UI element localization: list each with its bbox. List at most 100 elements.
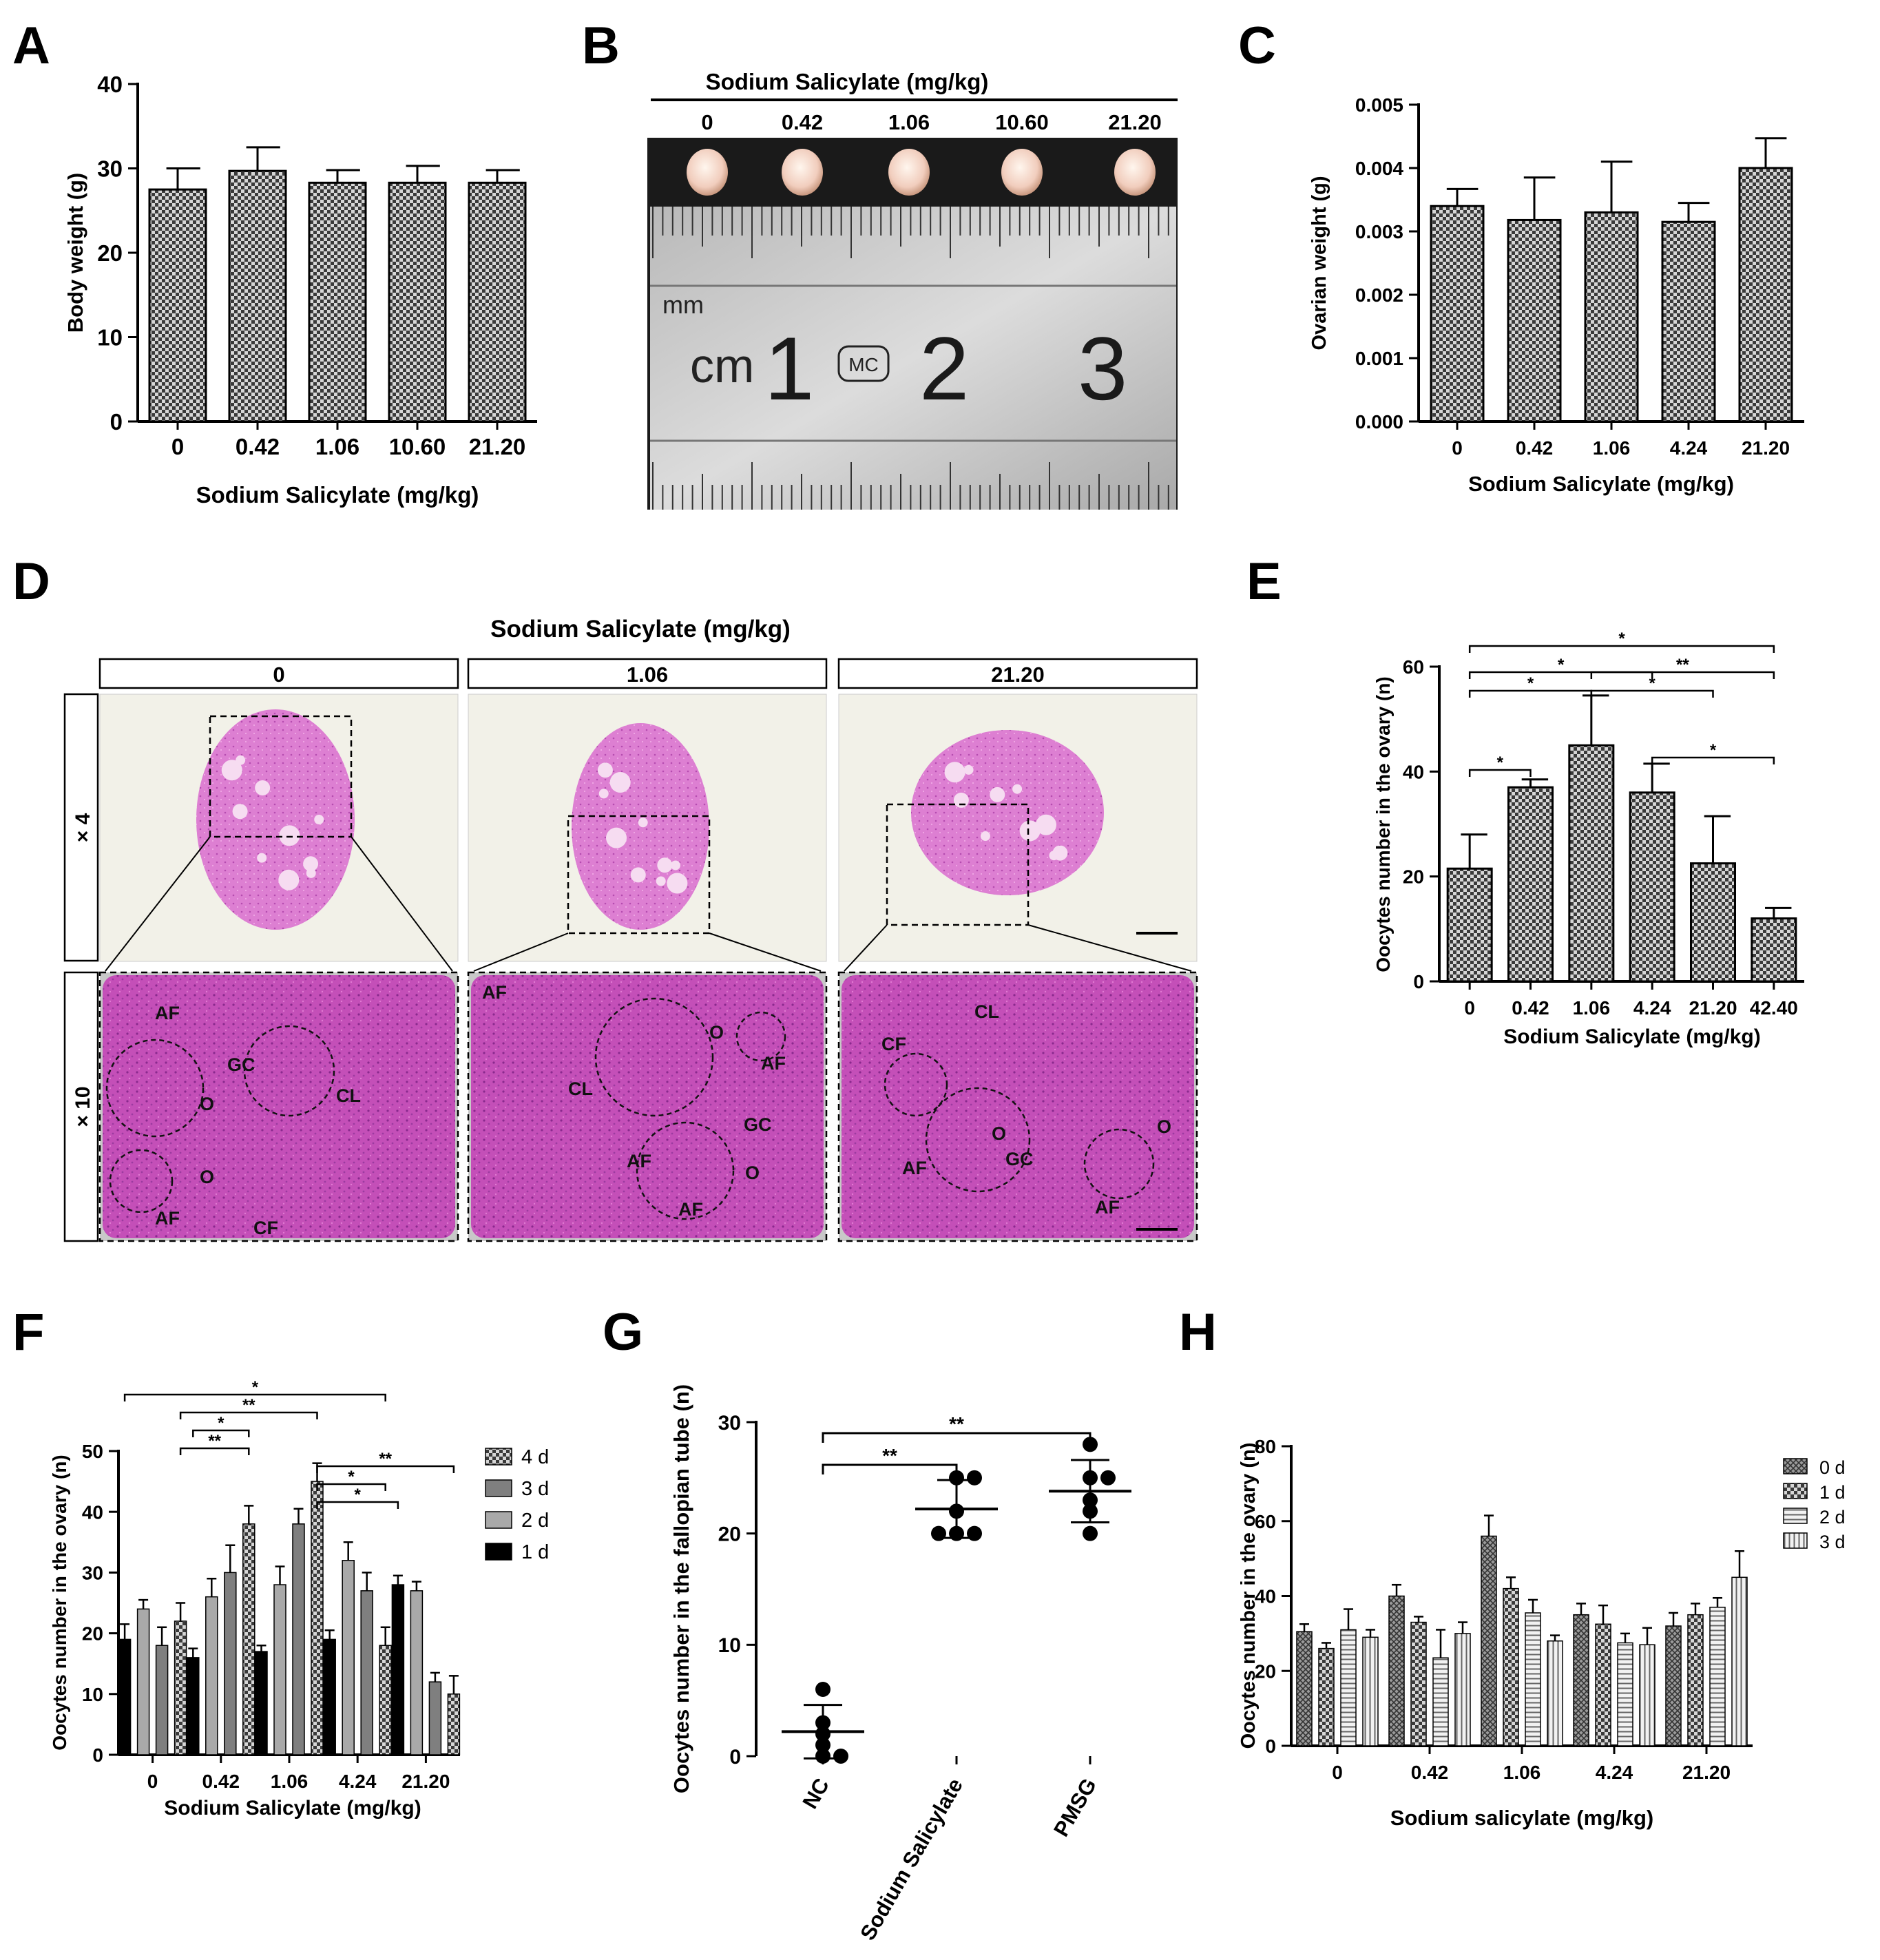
follicle [314, 815, 324, 824]
zoom-line [844, 924, 888, 972]
follicle-outline [735, 1011, 786, 1062]
histology-label-cl: CL [568, 1078, 593, 1099]
chart-g-point [1083, 1525, 1098, 1541]
chart-e-x-tick-label: 42.40 [1750, 997, 1798, 1019]
chart-f-y-tick-label: 40 [82, 1501, 103, 1523]
follicle [953, 792, 969, 808]
chart-c-y-tick-label: 0.004 [1355, 158, 1403, 179]
chart-f-sig-bracket [179, 1411, 318, 1419]
chart-e-x-tick-label: 0.42 [1512, 997, 1549, 1019]
chart-f-legend-swatch [485, 1511, 512, 1529]
chart-g-y-tick-label: 0 [729, 1746, 741, 1769]
chart-e-sig-label: * [1527, 674, 1534, 693]
chart-h-bar [1318, 1647, 1335, 1747]
chart-f-bar [342, 1560, 355, 1755]
chart-e-y-label: Oocytes number in the ovary (n) [1372, 676, 1394, 972]
chart-f-bar [136, 1608, 150, 1755]
chart-h-bar [1731, 1576, 1748, 1747]
chart-h-y-tick-label: 60 [1255, 1511, 1276, 1532]
histology-col-label-1: 1.06 [627, 663, 668, 687]
chart-f-bar [292, 1523, 305, 1755]
chart-f-sig-label: * [252, 1378, 259, 1397]
chart-f-x-tick-label: 21.20 [401, 1771, 450, 1792]
panel-label-g: G [603, 1303, 643, 1362]
chart-h-bar [1454, 1633, 1471, 1747]
zoom-line [351, 836, 453, 972]
chart-f-bar [205, 1596, 218, 1755]
panel-label-h: H [1179, 1303, 1217, 1362]
ruler-number-1: 1 [764, 318, 814, 419]
chart-c-x-tick-label: 4.24 [1670, 437, 1708, 459]
follicle [255, 780, 271, 795]
chart-f-bar [118, 1638, 132, 1755]
chart-g-sig-label: ** [882, 1445, 897, 1466]
chart-h-bar [1595, 1623, 1611, 1747]
chart-g-y-tick-label: 30 [718, 1412, 741, 1435]
ovary-section-0 [196, 709, 355, 930]
chart-e-sig-label: * [1497, 753, 1504, 772]
ovary-photo-2 [888, 149, 930, 196]
chart-h-bar [1639, 1644, 1656, 1747]
chart-c-bar [1661, 220, 1716, 423]
photo-b-dose-2: 1.06 [888, 110, 930, 134]
chart-e-sig-bracket [1590, 689, 1714, 698]
chart-f-sig-bracket [179, 1447, 250, 1455]
histology-label-af: AF [902, 1158, 927, 1178]
follicle [656, 876, 666, 886]
chart-c: 0.000 0.001 0.002 0.003 0.004 0.005 Ovarian we… [1308, 94, 1804, 496]
chart-a-x-tick-label: 1.06 [315, 434, 359, 459]
chart-a-y-tick-label: 20 [97, 240, 123, 266]
chart-h-legend-label: 1 d [1819, 1482, 1846, 1503]
histology-label-o: O [709, 1022, 724, 1043]
chart-e-x-tick-label: 1.06 [1573, 997, 1611, 1019]
follicle-outline [105, 1039, 205, 1138]
zoom-line [709, 932, 822, 972]
chart-a-bar [468, 181, 527, 423]
histology-label-o: O [992, 1123, 1006, 1144]
chart-f-sig-label: ** [208, 1432, 221, 1450]
chart-g-sig-bracket [822, 1432, 1092, 1443]
chart-f-bar [187, 1657, 200, 1755]
chart-f-y-label: Oocytes number in the ovary (n) [49, 1455, 70, 1750]
chart-c-x-tick-label: 0 [1452, 437, 1463, 459]
follicle-outline [109, 1149, 174, 1213]
zoom-line [1027, 924, 1192, 972]
chart-f-x-tick-label: 1.06 [271, 1771, 309, 1792]
ovary-photo-0 [687, 149, 728, 196]
chart-a: 0 10 20 30 40 Body weight (g) 0 0.42 1.06 10.60 21… [63, 72, 537, 508]
follicle-outline [636, 1121, 735, 1220]
follicle [306, 868, 316, 878]
chart-f-bar [255, 1651, 268, 1755]
chart-f-sig-bracket [192, 1429, 250, 1437]
histology-label-cl: CL [974, 1001, 999, 1022]
chart-h-x-tick-label: 1.06 [1503, 1762, 1541, 1783]
chart-h-y-label: Oocytes number in the ovary (n) [1237, 1443, 1260, 1749]
chart-e-x-label: Sodium Salicylate (mg/kg) [1503, 1025, 1760, 1048]
follicle [598, 789, 609, 799]
chart-c-x-tick-label: 1.06 [1593, 437, 1631, 459]
chart-g-x-tick-label: Sodium Salicylate [855, 1774, 968, 1944]
follicle-outline [594, 997, 714, 1117]
chart-f-sig-bracket [316, 1483, 386, 1491]
panel-label-f: F [12, 1303, 44, 1362]
chart-e-bar [1629, 791, 1675, 983]
follicle [279, 825, 300, 846]
histology-col-label-0: 0 [273, 663, 284, 687]
histology-label-af: AF [155, 1003, 180, 1023]
chart-f-bar [391, 1584, 405, 1755]
follicle [944, 762, 965, 783]
chart-h-legend-swatch [1783, 1532, 1808, 1549]
follicle [303, 856, 319, 872]
histology-label-af: AF [678, 1199, 703, 1220]
chart-c-y-tick-label: 0.005 [1355, 94, 1403, 116]
follicle [1019, 820, 1041, 842]
histology-row-box-1 [63, 971, 99, 1242]
chart-f-sig-bracket [316, 1465, 455, 1473]
chart-a-y-label: Body weight (g) [63, 173, 87, 333]
photo-b-dose-1: 0.42 [782, 110, 823, 134]
chart-c-y-tick-label: 0.003 [1355, 221, 1403, 242]
photo-b-dose-0: 0 [701, 110, 713, 134]
chart-e-bar [1446, 867, 1493, 983]
chart-c-bar [1584, 211, 1639, 423]
